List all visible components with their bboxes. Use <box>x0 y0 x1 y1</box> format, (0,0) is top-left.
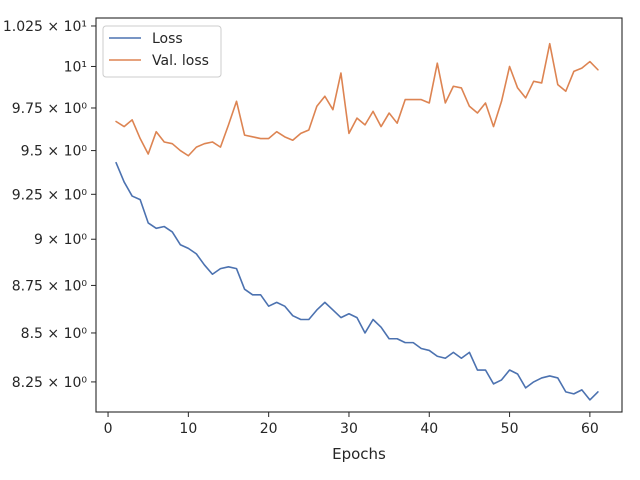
x-tick-label: 0 <box>104 421 113 437</box>
y-tick-label: 10¹ <box>64 59 87 75</box>
legend-label-loss: Loss <box>152 31 183 47</box>
plot-area <box>96 18 622 412</box>
y-tick-label: 8.25 × 10⁰ <box>12 375 88 391</box>
x-tick-label: 40 <box>420 421 438 437</box>
x-axis-label: Epochs <box>332 445 386 463</box>
y-tick-label: 9.25 × 10⁰ <box>12 187 88 203</box>
series-line-val-loss <box>115 42 599 157</box>
x-tick-label: 10 <box>179 421 197 437</box>
x-tick-label: 60 <box>581 421 599 437</box>
y-tick-label: 9 × 10⁰ <box>34 232 87 248</box>
y-tick-label: 8.75 × 10⁰ <box>12 278 88 294</box>
y-axis-ticks: 8.25 × 10⁰ 8.5 × 10⁰ 8.75 × 10⁰ 9 × 10⁰ 9.25… <box>3 19 96 391</box>
series-lines <box>115 42 599 401</box>
y-tick-label: 8.5 × 10⁰ <box>21 326 88 342</box>
legend: Loss Val. loss <box>102 25 222 78</box>
x-axis-ticks: 0 10 20 30 40 50 60 <box>104 412 599 437</box>
y-tick-label: 1.025 × 10¹ <box>3 19 87 35</box>
x-tick-label: 50 <box>501 421 519 437</box>
series-line-loss <box>115 161 599 401</box>
y-tick-label: 9.5 × 10⁰ <box>21 144 88 160</box>
y-tick-label: 9.75 × 10⁰ <box>12 101 88 117</box>
legend-label-val-loss: Val. loss <box>152 53 209 69</box>
plot-frame <box>95 17 623 413</box>
x-tick-label: 30 <box>340 421 358 437</box>
x-tick-label: 20 <box>260 421 278 437</box>
